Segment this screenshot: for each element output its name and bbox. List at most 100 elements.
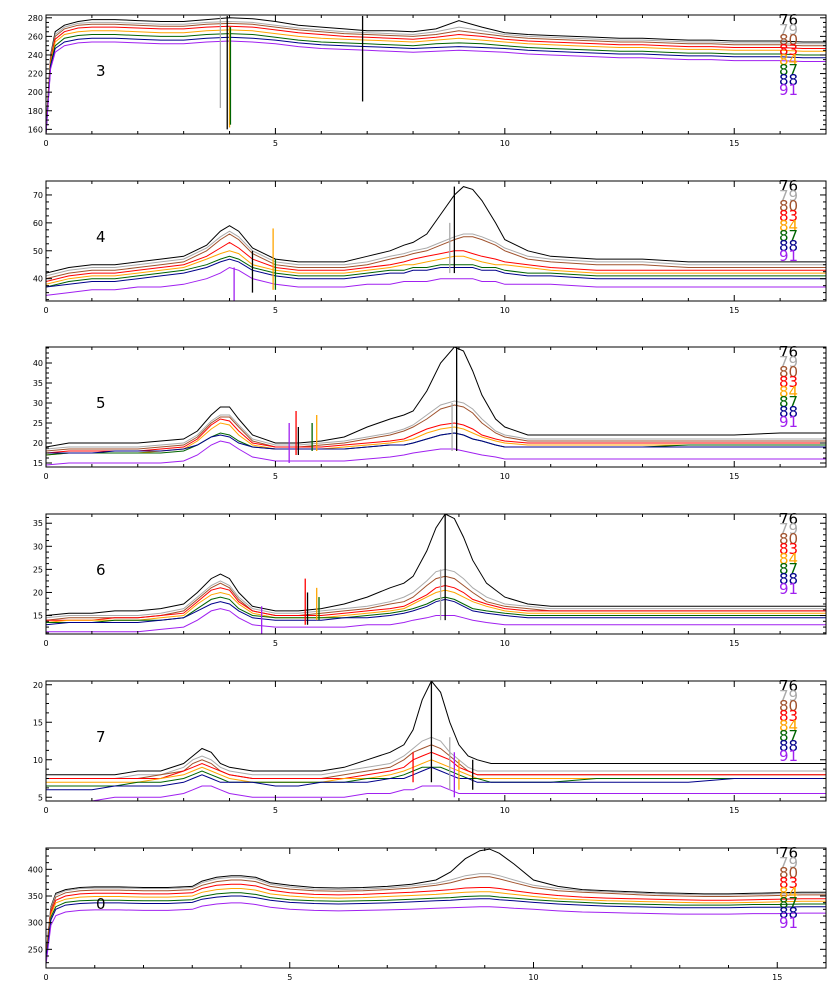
series-line-91 xyxy=(46,608,826,633)
x-tick-label: 0 xyxy=(43,472,48,481)
y-tick-label: 20 xyxy=(33,588,43,597)
x-tick-label: 0 xyxy=(43,139,48,148)
x-tick-label: 15 xyxy=(729,472,739,481)
plot-area xyxy=(46,681,826,801)
x-tick-label: 0 xyxy=(43,639,48,648)
y-tick-label: 300 xyxy=(28,919,43,928)
series-line-83 xyxy=(46,584,826,621)
legend-entry-91: 91 xyxy=(779,747,798,765)
x-tick-label: 10 xyxy=(500,306,510,315)
x-tick-label: 10 xyxy=(500,472,510,481)
legend-entry-88: 88 xyxy=(779,71,798,89)
legend-entry-79: 79 xyxy=(779,854,798,872)
x-tick-label: 10 xyxy=(500,639,510,648)
series-line-76 xyxy=(46,848,826,955)
legend-entry-80: 80 xyxy=(779,530,798,548)
plot-area xyxy=(46,514,826,634)
legend-entry-91: 91 xyxy=(779,914,798,932)
series-line-79 xyxy=(46,400,826,450)
legend-entry-79: 79 xyxy=(779,687,798,705)
y-tick-label: 180 xyxy=(28,107,43,116)
x-tick-label: 0 xyxy=(43,806,48,815)
series-line-76 xyxy=(46,347,826,448)
series-line-87 xyxy=(46,255,826,288)
x-tick-label: 15 xyxy=(729,639,739,648)
legend-entry-91: 91 xyxy=(779,413,798,431)
x-tick-label: 5 xyxy=(273,639,278,648)
series-line-87 xyxy=(46,596,826,623)
series-line-91 xyxy=(46,40,826,134)
chart-panel-3: 0 5 10 15 160 180 200 220 240 260 280 3 767980838487… xyxy=(28,11,827,148)
legend-entry-76: 76 xyxy=(779,11,798,29)
series-line-88 xyxy=(46,895,826,962)
legend-entry-91: 91 xyxy=(779,81,798,99)
x-tick-label: 15 xyxy=(729,306,739,315)
legend-entry-79: 79 xyxy=(779,520,798,538)
y-tick-label: 200 xyxy=(28,88,43,97)
series-line-83 xyxy=(46,883,826,958)
x-tick-label: 0 xyxy=(43,973,48,982)
plot-area xyxy=(46,186,826,301)
series-line-88 xyxy=(46,766,826,791)
legend-entry-87: 87 xyxy=(779,61,798,79)
series-line-79 xyxy=(46,230,826,277)
legend-entry-88: 88 xyxy=(779,237,798,255)
legend-entry-80: 80 xyxy=(779,31,798,49)
legend-entry-79: 79 xyxy=(779,187,798,205)
plot-frame xyxy=(45,513,827,635)
plot-frame xyxy=(45,180,827,302)
y-tick-label: 70 xyxy=(33,191,43,200)
legend-entry-84: 84 xyxy=(779,217,798,235)
x-tick-label: 5 xyxy=(273,139,278,148)
legend-entry-80: 80 xyxy=(779,864,798,882)
series-line-76 xyxy=(46,681,826,776)
plot-area xyxy=(46,347,826,466)
legend-entry-83: 83 xyxy=(779,373,798,391)
y-tick-label: 25 xyxy=(33,419,43,428)
y-tick-label: 40 xyxy=(33,359,43,368)
series-line-83 xyxy=(46,418,826,454)
y-tick-label: 220 xyxy=(28,70,43,79)
series-line-91 xyxy=(46,785,826,801)
series-line-83 xyxy=(46,25,826,134)
x-tick-label: 5 xyxy=(273,472,278,481)
legend-entry-80: 80 xyxy=(779,697,798,715)
legend-entry-83: 83 xyxy=(779,41,798,59)
y-tick-label: 15 xyxy=(33,459,43,468)
legend-entry-84: 84 xyxy=(779,717,798,735)
x-tick-label: 15 xyxy=(772,973,782,982)
x-tick-label: 15 xyxy=(729,806,739,815)
y-tick-label: 280 xyxy=(28,14,43,23)
plot-frame xyxy=(45,680,827,802)
series-line-83 xyxy=(46,751,826,779)
y-tick-label: 40 xyxy=(33,275,43,284)
legend-entry-79: 79 xyxy=(779,353,798,371)
y-tick-label: 30 xyxy=(33,542,43,551)
series-line-84 xyxy=(46,589,826,623)
panel-label: 7 xyxy=(96,728,106,746)
legend-entry-87: 87 xyxy=(779,227,798,245)
legend-entry-80: 80 xyxy=(779,197,798,215)
series-line-80 xyxy=(46,404,826,452)
series-line-79 xyxy=(46,873,826,956)
y-tick-label: 10 xyxy=(33,756,43,765)
x-tick-label: 15 xyxy=(729,139,739,148)
series-line-91 xyxy=(46,266,826,296)
x-tick-label: 10 xyxy=(500,139,510,148)
y-tick-label: 35 xyxy=(33,379,43,388)
legend-entry-87: 87 xyxy=(779,560,798,578)
panel-label: 4 xyxy=(96,228,106,246)
y-tick-label: 50 xyxy=(33,247,43,256)
y-tick-label: 250 xyxy=(28,945,43,954)
legend-entry-84: 84 xyxy=(779,550,798,568)
legend-entry-88: 88 xyxy=(779,570,798,588)
panel-label: 0 xyxy=(96,895,106,913)
series-line-80 xyxy=(46,22,826,133)
legend-entry-83: 83 xyxy=(779,707,798,725)
series-line-80 xyxy=(46,233,826,280)
panel-label: 6 xyxy=(96,561,106,579)
